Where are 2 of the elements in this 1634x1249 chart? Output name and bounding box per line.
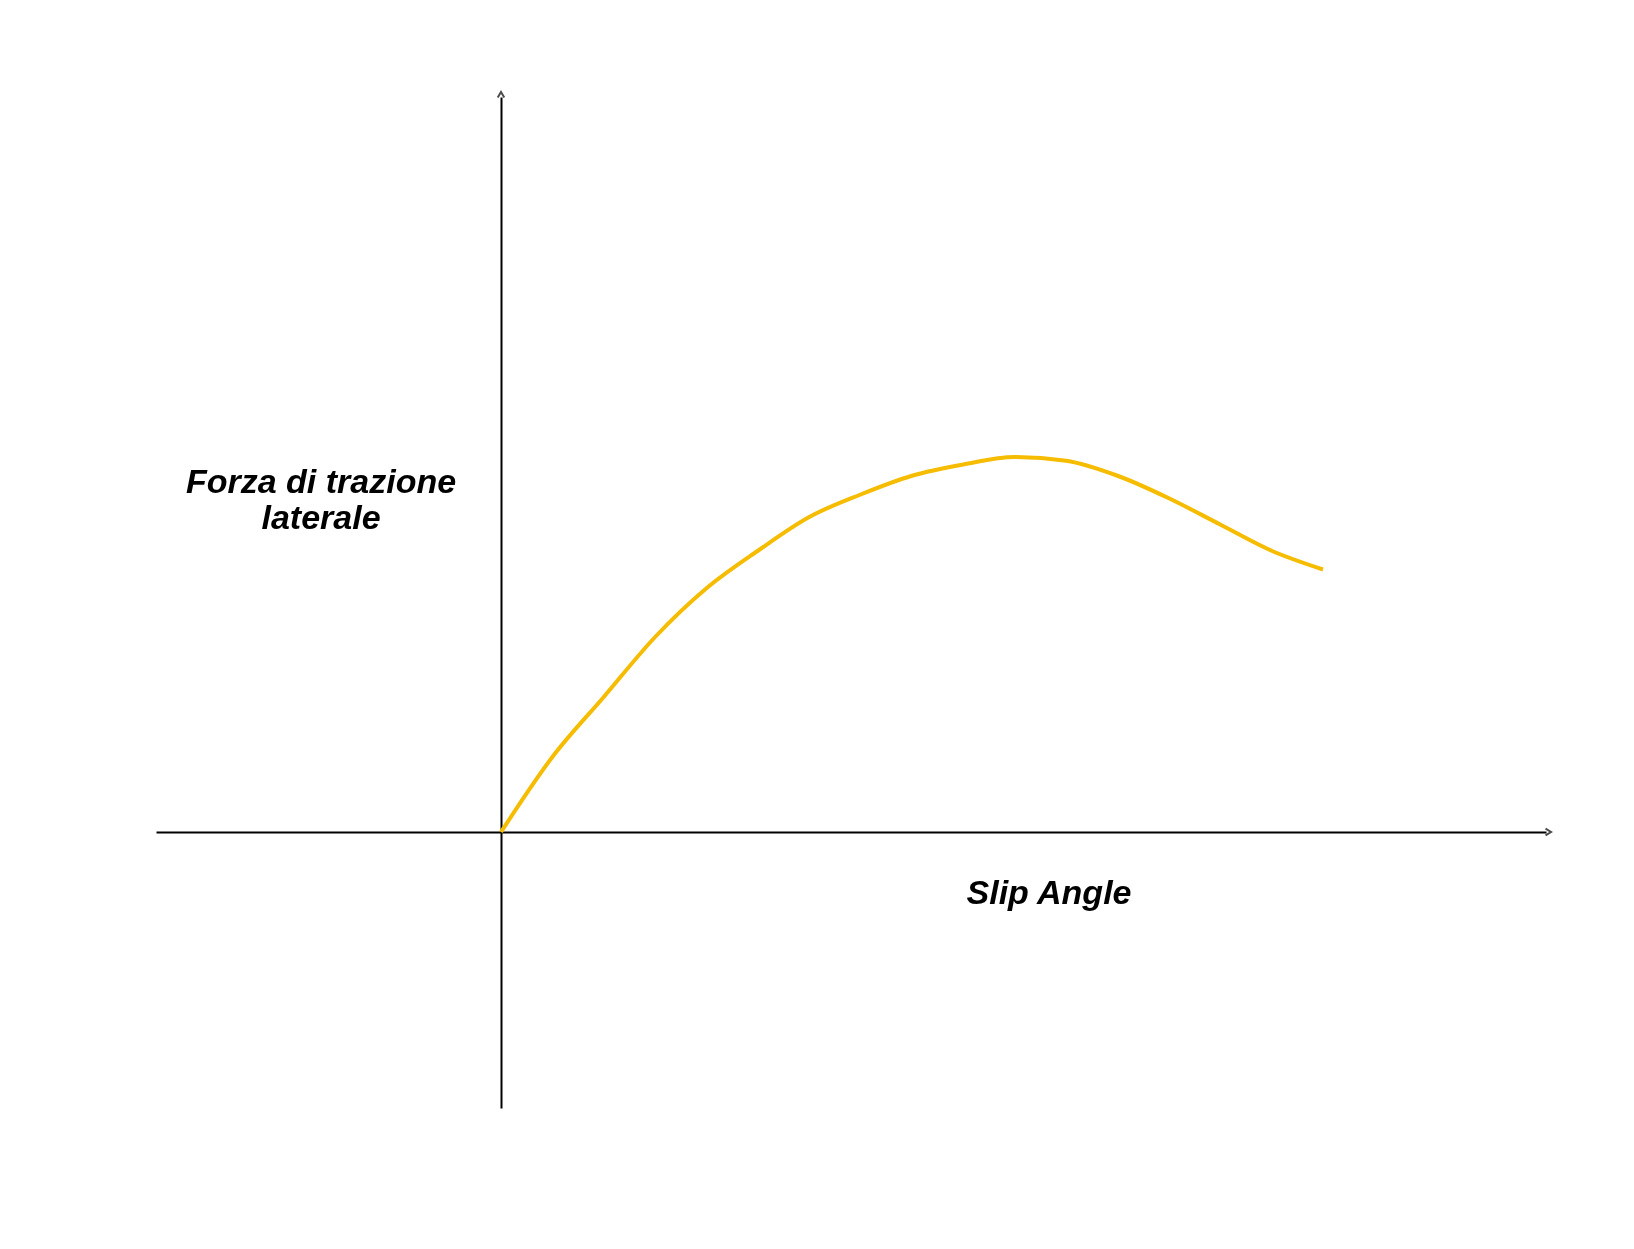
x-axis-title: Slip Angle [966, 873, 1132, 911]
y-axis-title: Forza di trazione laterale [185, 462, 457, 536]
